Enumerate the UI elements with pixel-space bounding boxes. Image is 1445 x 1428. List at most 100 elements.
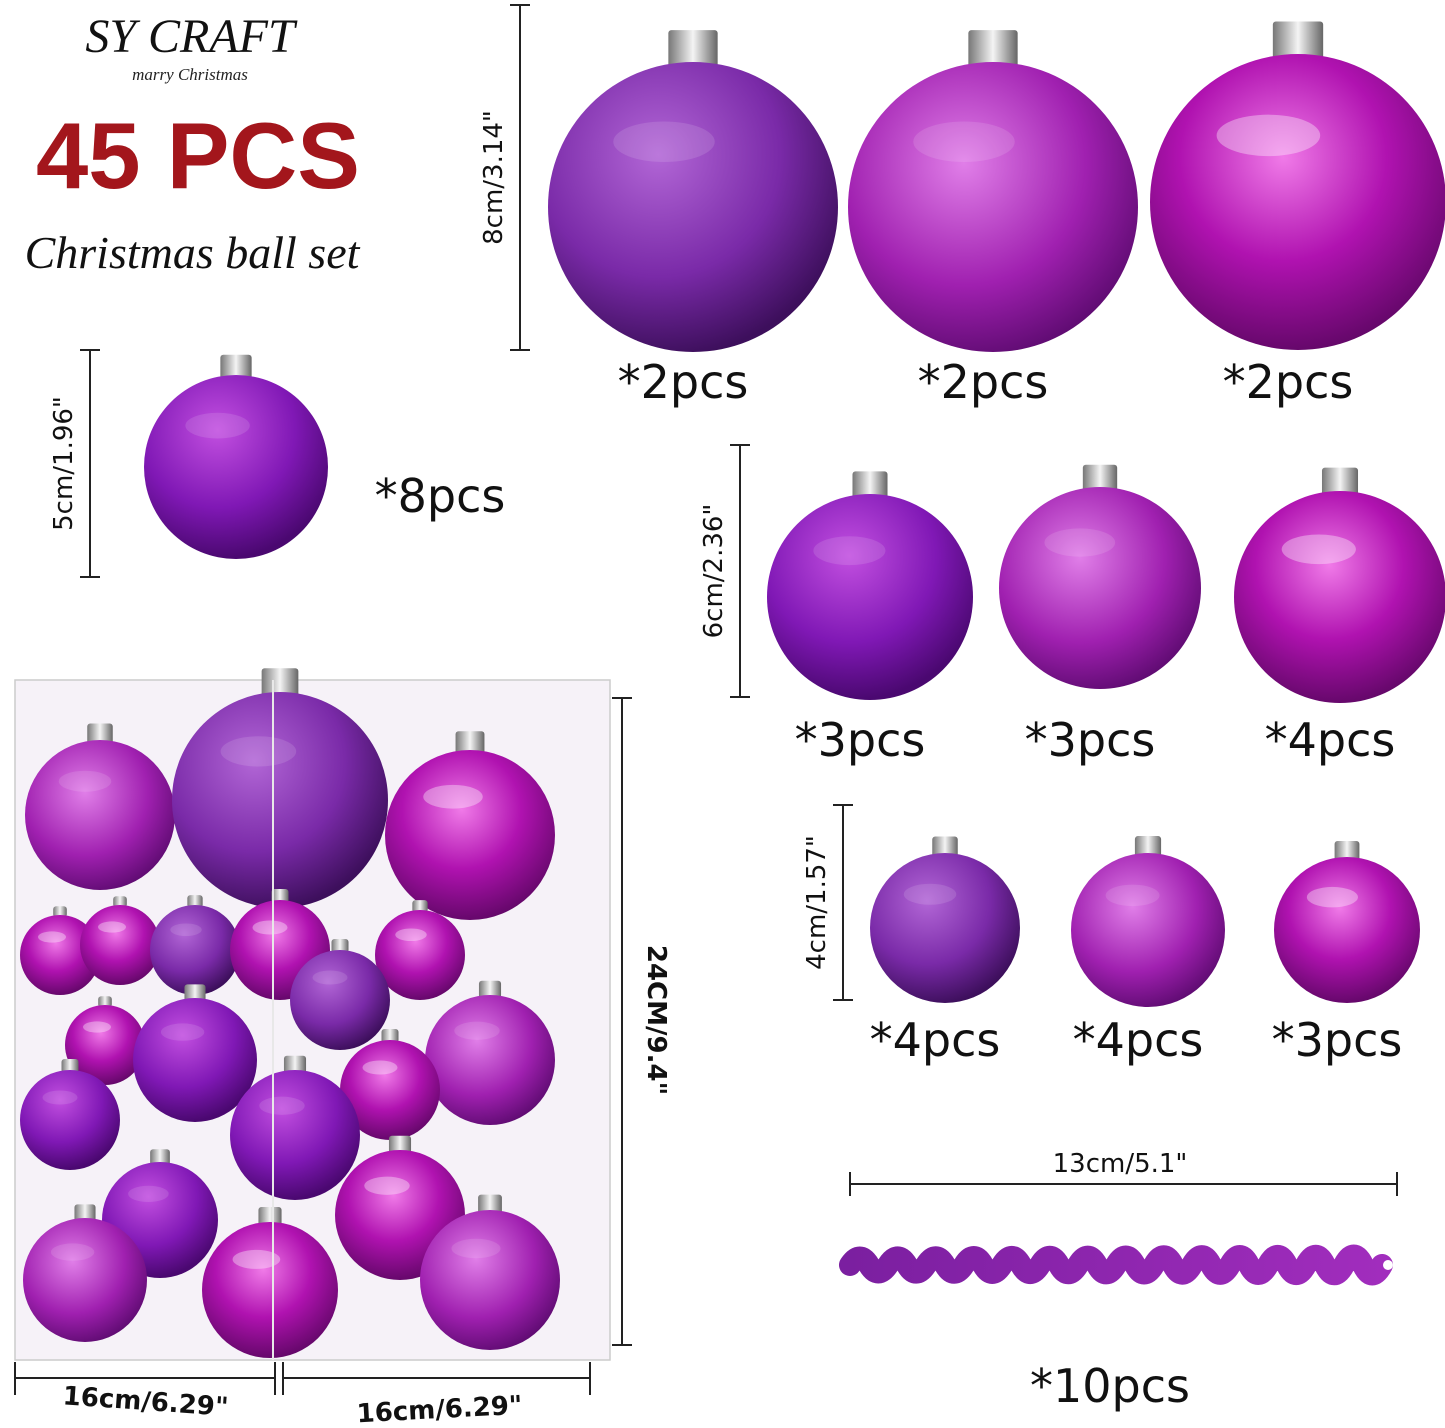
ornament-ball [20, 915, 100, 995]
ornament-cap [331, 939, 349, 953]
dimension-line [833, 804, 853, 1001]
ornament-highlight [613, 121, 715, 163]
ornament-cap [1334, 840, 1360, 862]
ornament-ball [23, 1218, 147, 1342]
gift-box [14, 668, 611, 1361]
ornament-ball [848, 62, 1138, 352]
ornament-ball [1150, 54, 1445, 350]
ornament-cap [968, 30, 1018, 71]
ornament-highlight [259, 1096, 305, 1115]
ornament-ball [172, 692, 388, 908]
size-label: 8cm/3.14" [479, 110, 509, 245]
ornament-cap [1321, 467, 1359, 498]
ornament-highlight [170, 923, 202, 937]
ornament-ball [1071, 853, 1225, 1007]
ornament-highlight [83, 1021, 111, 1033]
ornament-cap [478, 1194, 502, 1215]
ornament-ball [767, 494, 973, 700]
ornament-ball [144, 375, 328, 559]
ornament-ball [230, 1070, 360, 1200]
ornament-cap [478, 980, 502, 999]
ornament-ball [133, 998, 257, 1122]
piece-count: *4pcs [1073, 1013, 1204, 1067]
size-label: 5cm/1.96" [49, 396, 79, 531]
dimension-line [612, 697, 632, 1346]
ornament-cap [258, 1207, 282, 1227]
piece-count: *2pcs [618, 355, 749, 409]
ornament-highlight [128, 1185, 169, 1203]
size-label: 16cm/6.29" [356, 1391, 523, 1428]
ornament-highlight [1306, 886, 1358, 908]
ornament-highlight [1216, 114, 1321, 157]
dimension-line [849, 1172, 1398, 1196]
ornament-highlight [1044, 528, 1116, 557]
ornament-highlight [903, 883, 957, 905]
ornament-highlight [451, 1238, 501, 1259]
ornament-ball [425, 995, 555, 1125]
ornament-highlight [312, 970, 348, 985]
piece-count: *3pcs [1272, 1013, 1403, 1067]
ornament-highlight [220, 736, 297, 767]
piece-count: *2pcs [918, 355, 1049, 409]
ornament-ball [202, 1222, 338, 1358]
ornament-ball [150, 905, 240, 995]
ornament-highlight [252, 920, 288, 935]
ornament-ball [870, 853, 1020, 1003]
piece-count: *2pcs [1223, 355, 1354, 409]
icicle-loop [1383, 1260, 1393, 1270]
ornament-ball [548, 62, 838, 352]
ornament-cap [1082, 464, 1118, 494]
ornament-ball [375, 910, 465, 1000]
ornament-cap [150, 1149, 170, 1166]
ornament-highlight [1281, 534, 1356, 565]
size-label: 13cm/5.1" [1053, 1149, 1188, 1179]
ornament-cap [220, 354, 252, 381]
ornament-highlight [1105, 884, 1160, 907]
ornament-highlight [98, 921, 126, 933]
ornament-cap [388, 1135, 412, 1154]
size-label: 6cm/2.36" [699, 504, 729, 639]
ornament-highlight [50, 1243, 95, 1261]
ornament-ball [420, 1210, 560, 1350]
ornament-highlight [232, 1249, 281, 1269]
ornament-highlight [913, 121, 1015, 163]
piece-count: *3pcs [795, 713, 926, 767]
ornament-cap [184, 984, 206, 1002]
ornament-highlight [362, 1060, 398, 1075]
ornament-highlight [38, 931, 66, 943]
ornament-ball [340, 1040, 440, 1140]
size-label: 16cm/6.29" [62, 1381, 230, 1422]
ornament-ball [25, 740, 175, 890]
ornament-cap [283, 1055, 307, 1074]
size-label: 24CM/9.4" [641, 945, 671, 1095]
dimension-line [14, 1362, 591, 1395]
ornament-ball [1274, 857, 1420, 1003]
piece-count: *8pcs [375, 469, 506, 523]
subtitle: Christmas ball set [25, 227, 361, 278]
ornament-ball [1234, 491, 1445, 703]
dimension-line [80, 349, 100, 578]
ornament-highlight [454, 1021, 500, 1040]
ornament-cap [261, 668, 299, 699]
ornament-highlight [395, 928, 427, 942]
ornament-highlight [813, 536, 886, 566]
ornament-cap [1134, 836, 1162, 858]
ornament-ball [385, 750, 555, 920]
ornament-ball [65, 1005, 145, 1085]
ornament-highlight [42, 1090, 78, 1105]
ornament-cap [668, 30, 718, 71]
ornament-highlight [58, 770, 112, 792]
icicle [839, 1244, 1393, 1286]
ornament-cap [271, 889, 289, 903]
piece-count: *4pcs [1265, 713, 1396, 767]
dimension-line [730, 444, 750, 698]
ornament-highlight [364, 1176, 410, 1195]
ornament-cap [852, 471, 888, 501]
dimension-line [510, 4, 530, 351]
ornament-cap [1272, 21, 1324, 63]
piece-count: *3pcs [1025, 713, 1156, 767]
ornament-cap [412, 900, 428, 913]
ornament-ball [20, 1070, 120, 1170]
ornament-ball [80, 905, 160, 985]
